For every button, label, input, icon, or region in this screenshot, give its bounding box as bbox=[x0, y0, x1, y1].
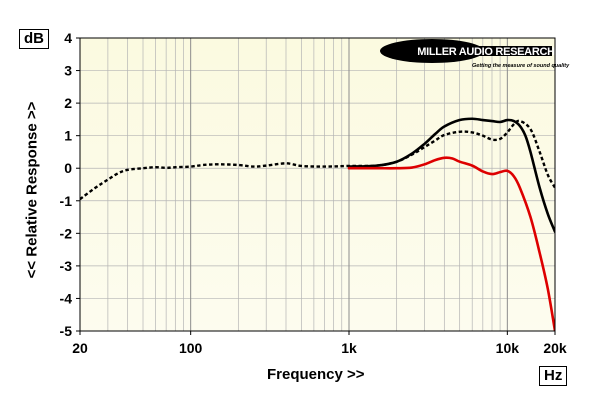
x-tick-label: 20k bbox=[543, 340, 567, 356]
x-tick-label: 20 bbox=[72, 340, 88, 356]
logo-main-text: MILLER AUDIO RESEARCH bbox=[417, 46, 555, 58]
logo-bar bbox=[418, 46, 552, 56]
y-tick-label: 4 bbox=[64, 30, 72, 46]
series-layer bbox=[80, 117, 555, 331]
y-tick-label: -5 bbox=[60, 323, 73, 339]
y-tick-label: -1 bbox=[60, 193, 73, 209]
series-red-line bbox=[347, 156, 555, 331]
x-tick-label: 1k bbox=[341, 340, 357, 356]
plot-area bbox=[80, 38, 555, 331]
y-axis-title: << Relative Response >> bbox=[23, 101, 41, 279]
logo-tagline: Getting the measure of sound quality bbox=[472, 63, 570, 69]
y-tick-label: -3 bbox=[60, 258, 73, 274]
plot-frame bbox=[79, 37, 556, 332]
x-axis-title: Frequency >> bbox=[267, 366, 365, 383]
y-tick-label: -4 bbox=[60, 290, 73, 306]
y-tick-labels: 4 3 2 1 0 -1 -2 -3 -4 -5 bbox=[60, 30, 80, 339]
y-tick-label: 0 bbox=[64, 160, 72, 176]
grid-major bbox=[190, 38, 508, 331]
x-tick-label: 10k bbox=[496, 340, 520, 356]
y-tick-label: 1 bbox=[64, 128, 72, 144]
x-tick-labels: 20 100 1k 10k 20k bbox=[72, 331, 567, 356]
y-tick-label: 2 bbox=[64, 95, 72, 111]
y-unit-label: dB bbox=[19, 29, 49, 49]
x-tick-label: 100 bbox=[179, 340, 203, 356]
x-unit-label: Hz bbox=[539, 366, 568, 386]
grid-minor bbox=[80, 37, 555, 332]
y-tick-label: -2 bbox=[60, 225, 73, 241]
y-tick-label: 3 bbox=[64, 63, 72, 79]
series-black-line bbox=[347, 117, 555, 234]
miller-audio-research-logo: MILLER AUDIO RESEARCH Getting the measur… bbox=[380, 39, 570, 69]
